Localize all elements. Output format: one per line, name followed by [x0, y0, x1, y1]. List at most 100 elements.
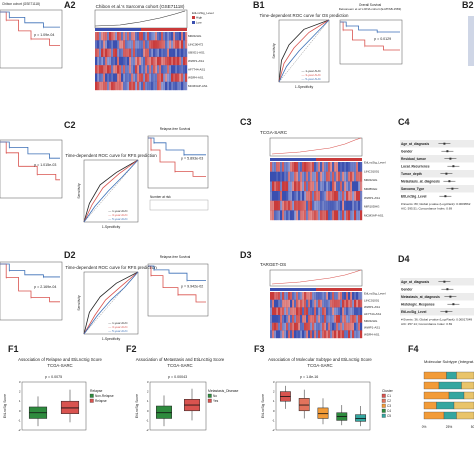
a2-heatmap-cell	[109, 65, 112, 74]
d3-heatmap-cell	[358, 315, 361, 323]
c3-heatmap-cell	[272, 210, 275, 221]
d3-heatmap-cell	[312, 307, 315, 316]
c3-heatmap-cell	[272, 171, 275, 182]
c3-heatmap-cell	[310, 181, 313, 192]
d3-heatmap-cell	[322, 299, 325, 308]
c3-heatmap-cell	[314, 162, 317, 172]
d3-heatmap-cell	[280, 330, 283, 339]
a2-heatmap-cell	[157, 56, 160, 66]
c3-heatmap-cell	[350, 210, 353, 221]
d3-heatmap-cell	[284, 299, 287, 308]
d3-heatmap-cell	[292, 322, 295, 331]
d3-heatmap-cell	[284, 292, 287, 300]
c4-forest-row-bg	[400, 192, 474, 200]
d1-km-frame	[0, 261, 63, 321]
a2-heatmap-cell	[117, 32, 120, 41]
c3-heatmap-cell	[316, 210, 319, 221]
c3-heatmap-cell	[274, 162, 277, 172]
c3-heatmap-cell	[274, 210, 277, 221]
a2-heatmap-cell	[163, 48, 166, 58]
d3-heatmap-cell	[270, 322, 273, 331]
d3-heatmap-cell	[346, 292, 349, 300]
a2-heatmap-cell	[153, 56, 156, 66]
c3-heatmap-cell	[326, 191, 329, 201]
a2-heatmap-cell	[125, 81, 128, 91]
d3-heatmap-cell	[342, 322, 345, 331]
d3-heatmap-cell	[348, 315, 351, 323]
f4-title: Molecular Subtype (Integrat...	[424, 359, 474, 364]
c3-heatmap-cell	[342, 171, 345, 182]
c3-heatmap-cell	[300, 191, 303, 201]
c3-heatmap-cell	[270, 162, 273, 172]
d3-heatmap-cell	[298, 315, 301, 323]
c3-heatmap-cell	[284, 162, 287, 172]
a2-heatmap-cell	[179, 48, 182, 58]
a2-heatmap-cell	[167, 48, 170, 58]
a2-heatmap-cell	[169, 48, 172, 58]
panel-label-f2: F2	[126, 344, 137, 354]
a2-title: Chibon et al.'s Sarcoma cohort (GSE71118…	[96, 4, 185, 9]
f2-subtitle: TCGA-SARC	[167, 363, 192, 368]
a2-heatmap-cell	[165, 40, 168, 49]
b1-roc-frame	[278, 19, 330, 83]
a2-heatmap-cell	[135, 40, 138, 49]
f3-legend-swatch	[381, 393, 386, 398]
a2-heatmap-cell	[167, 81, 170, 91]
a2-heatmap-cell	[143, 65, 146, 74]
a2-heatmap-cell	[149, 56, 152, 66]
a2-heatmap-cell	[111, 65, 114, 74]
a2-heatmap-cell	[113, 56, 116, 66]
d4-forest-row-label: Age_at_diagnosis	[401, 280, 429, 284]
d3-heatmap-cell	[306, 330, 309, 339]
a2-heatmap-cell	[169, 81, 172, 91]
d4-forest-row-bg	[400, 285, 474, 293]
a2-heatmap-cell	[153, 65, 156, 74]
d3-heatmap-cell	[276, 299, 279, 308]
c3-heatmap-cell	[322, 181, 325, 192]
a2-heatmap-cell	[101, 65, 104, 74]
a2-heatmap-cell	[107, 73, 110, 82]
d3-heatmap-cell	[332, 292, 335, 300]
a2-heatmap-cell	[111, 32, 114, 41]
a2-heatmap-cell	[95, 65, 98, 74]
c3-heatmap-cell	[334, 171, 337, 182]
b1-roc-legend-3-year: — 3-year AUC	[302, 73, 322, 77]
f1-ylabel: EtiLncSig Score	[3, 394, 7, 418]
a2-heatmap-cell	[141, 65, 144, 74]
c3-heatmap-cell	[346, 210, 349, 221]
d2-roc-frame	[83, 271, 139, 335]
a2-heatmap-cell	[135, 56, 138, 66]
a2-heatmap-cell	[105, 73, 108, 82]
c3-heatmap-cell	[322, 162, 325, 172]
c3-heatmap-cell	[304, 162, 307, 172]
c3-heatmap-cell	[336, 200, 339, 211]
a2-heatmap-cell	[133, 65, 136, 74]
d2-km-pvalue: p = 9.942e-02	[181, 284, 203, 288]
c3-heatmap-cell	[308, 171, 311, 182]
a2-heatmap-cell	[109, 40, 112, 49]
f3-legend-item: C4	[387, 409, 391, 413]
a2-heatmap-cell	[99, 65, 102, 74]
d3-heatmap-cell	[292, 315, 295, 323]
d3-heatmap-cell	[292, 292, 295, 300]
c3-heatmap-cell	[338, 181, 341, 192]
c3-heatmap-cell	[340, 162, 343, 172]
d3-heatmap-cell	[330, 322, 333, 331]
d3-heatmap-cell	[318, 322, 321, 331]
d3-heatmap-cell	[350, 330, 353, 339]
a2-heatmap-cell	[137, 40, 140, 49]
a2-heatmap-cell	[143, 48, 146, 58]
a2-heatmap-cell	[139, 48, 142, 58]
a2-heatmap-cell	[175, 32, 178, 41]
d3-heatmap-cell	[330, 315, 333, 323]
d3-heatmap-cell	[292, 330, 295, 339]
a2-heatmap-cell	[107, 40, 110, 49]
c3-heatmap-cell	[312, 210, 315, 221]
f3-legend-swatch	[381, 398, 386, 403]
c3-heatmap-cell	[360, 200, 363, 211]
d3-heatmap-cell	[286, 322, 289, 331]
c3-heatmap-cell	[304, 171, 307, 182]
c3-heatmap-cell	[288, 200, 291, 211]
d3-heatmap-cell	[312, 299, 315, 308]
a2-heatmap-cell	[167, 56, 170, 66]
